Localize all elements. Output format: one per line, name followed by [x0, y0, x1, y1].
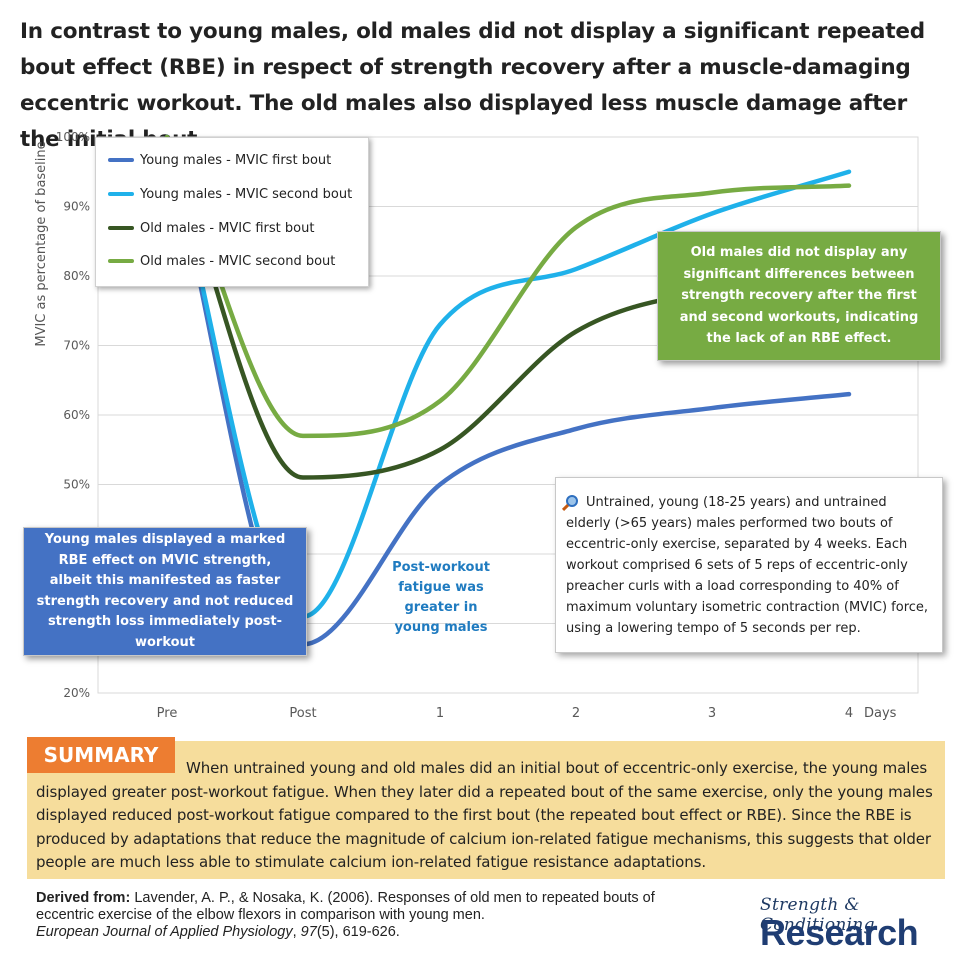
- old-males-callout: Old males did not display any significan…: [657, 231, 941, 361]
- legend-swatch: [108, 192, 134, 196]
- y-tick-label: 100%: [56, 130, 90, 144]
- magnifier-icon: [566, 495, 578, 507]
- headline: In contrast to young males, old males di…: [20, 19, 925, 152]
- summary-label: SUMMARY: [27, 737, 175, 773]
- legend-label: Old males - MVIC first bout: [140, 220, 315, 236]
- series-line-1: [164, 134, 852, 619]
- citation-authors: Lavender, A. P., & Nosaka, K. (2006). Re…: [36, 890, 655, 923]
- brand-logo: Research: [760, 912, 919, 953]
- citation-label: Derived from:: [36, 890, 131, 906]
- x-tick-label: Post: [289, 706, 316, 721]
- x-tick-label: 1: [436, 706, 444, 721]
- citation-volume: 97: [300, 924, 317, 940]
- legend-label: Old males - MVIC second bout: [140, 253, 336, 269]
- x-tick-label: 3: [708, 706, 716, 721]
- citation-issue: (5), 619-626.: [316, 924, 400, 940]
- legend-item-old-second: Old males - MVIC second bout: [108, 251, 335, 271]
- x-tick-label: 2: [572, 706, 580, 721]
- young-males-callout: Young males displayed a marked RBE effec…: [23, 527, 307, 656]
- legend-label: Young males - MVIC first bout: [140, 152, 332, 168]
- x-tick-label: Pre: [157, 706, 178, 721]
- y-axis-title: MVIC as percentage of baseline: [34, 141, 49, 346]
- legend-item-young-second: Young males - MVIC second bout: [108, 184, 352, 204]
- y-tick-label: 20%: [63, 686, 90, 700]
- brand-tagline: Strength & Conditioning: [760, 895, 875, 935]
- method-info-text: Untrained, young (18-25 years) and untra…: [566, 495, 929, 636]
- summary-panel: [27, 741, 945, 879]
- series-line-3: [164, 134, 852, 439]
- x-axis-title: Days: [864, 706, 897, 721]
- legend-swatch: [108, 259, 134, 263]
- legend-item-old-first: Old males - MVIC first bout: [108, 218, 314, 238]
- citation: Derived from: Lavender, A. P., & Nosaka,…: [36, 890, 655, 940]
- young-males-callout-text: Young males displayed a marked RBE effec…: [36, 532, 294, 650]
- method-info-box: Untrained, young (18-25 years) and untra…: [555, 477, 943, 653]
- chart-legend: Young males - MVIC first bout Young male…: [95, 137, 369, 287]
- y-tick-label: 50%: [63, 478, 90, 492]
- series-line-0: [164, 134, 852, 647]
- citation-journal: European Journal of Applied Physiology: [36, 924, 293, 940]
- summary-text: When untrained young and old males did a…: [36, 759, 933, 871]
- x-tick-label: 4: [845, 706, 853, 721]
- legend-swatch: [108, 158, 134, 162]
- fatigue-annotation: Post-workout fatigue was greater in youn…: [392, 560, 490, 635]
- old-males-callout-text: Old males did not display any significan…: [679, 245, 919, 347]
- legend-swatch: [108, 226, 134, 230]
- y-tick-label: 90%: [63, 200, 90, 214]
- legend-item-young-first: Young males - MVIC first bout: [108, 150, 331, 170]
- y-tick-label: 70%: [63, 339, 90, 353]
- y-tick-label: 60%: [63, 408, 90, 422]
- y-tick-label: 80%: [63, 269, 90, 283]
- legend-label: Young males - MVIC second bout: [140, 186, 353, 202]
